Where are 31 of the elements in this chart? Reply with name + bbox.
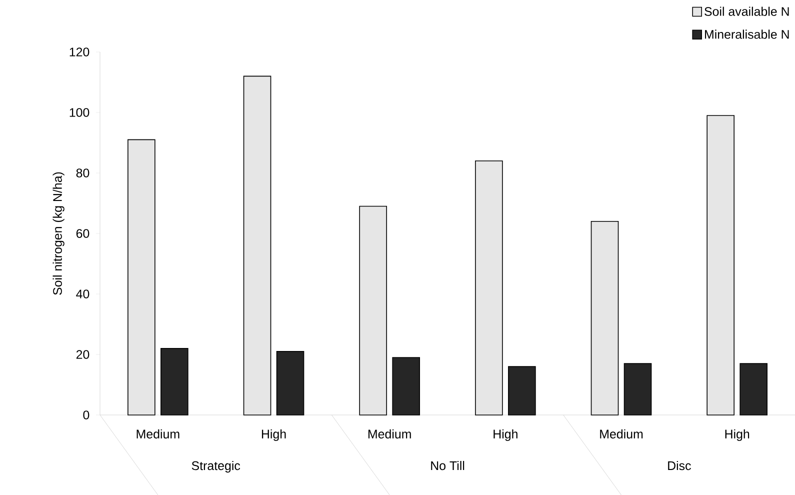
x-tick-label: High <box>262 429 286 441</box>
x-tick-label: Medium <box>600 429 643 438</box>
bar <box>508 366 536 416</box>
text: Disc <box>668 460 691 470</box>
y-tick-label: 20 <box>76 350 90 359</box>
x-tick-label: High <box>725 429 750 441</box>
bar <box>359 206 387 416</box>
bar <box>590 220 619 416</box>
bar <box>276 351 304 416</box>
y-tick-label: 100 <box>70 108 90 117</box>
y-tick-label: 80 <box>76 168 90 178</box>
y-tick-label: 40 <box>76 290 90 298</box>
y-axis-title: Soil nitrogen (kg N/ha) <box>52 172 64 295</box>
bar <box>243 76 272 416</box>
y-tick-label: 120 <box>70 48 90 56</box>
bar <box>475 160 503 416</box>
bar <box>624 363 652 416</box>
x-tick-label: Medium <box>368 429 411 438</box>
bar <box>160 348 188 416</box>
y-tick-label: 60 <box>76 229 90 238</box>
bar <box>392 357 420 416</box>
bar <box>128 139 156 416</box>
text: Strategic <box>192 460 240 473</box>
legend-label: Soil available N <box>704 6 789 16</box>
x-tick-label: Medium <box>136 429 180 438</box>
bar <box>706 115 734 416</box>
bar <box>740 363 768 416</box>
y-tick-label: 0 <box>83 410 90 420</box>
legend-label: Mineralisable N <box>705 30 789 39</box>
text: No Till <box>431 460 464 470</box>
x-tick-label: High <box>494 429 518 441</box>
